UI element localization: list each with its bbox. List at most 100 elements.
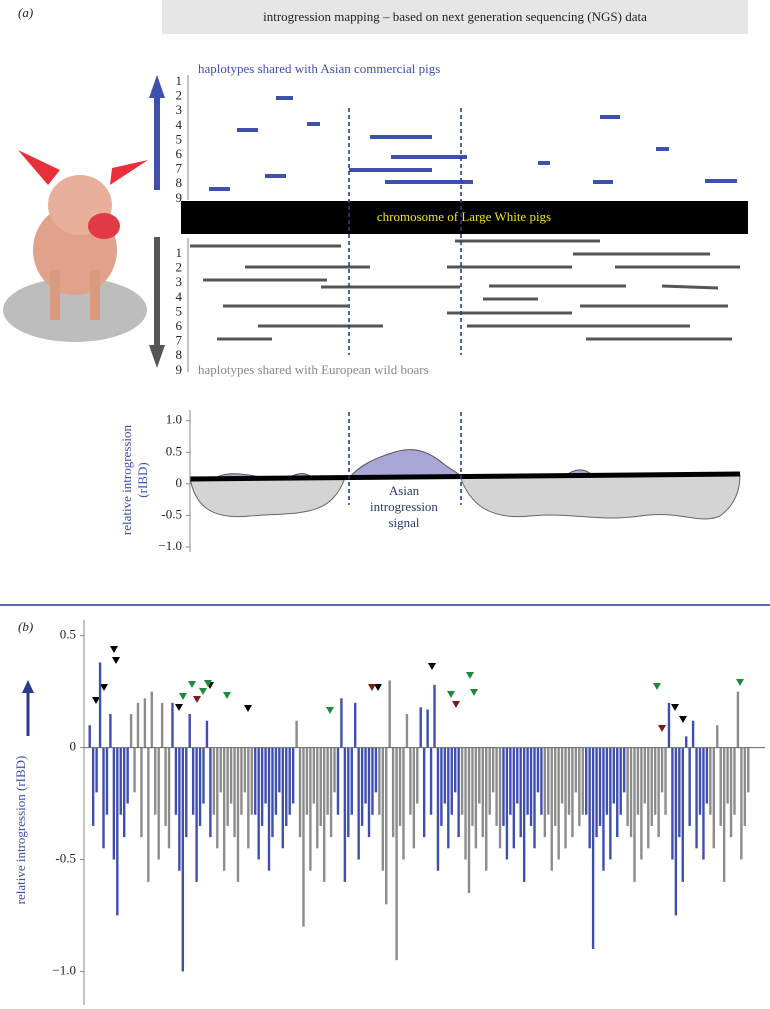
bar: [664, 747, 667, 815]
bar: [440, 747, 443, 826]
bar: [305, 747, 309, 815]
bar: [636, 747, 640, 815]
bar: [688, 747, 691, 826]
bar: [126, 747, 129, 804]
bar: [619, 747, 622, 815]
bar: [381, 747, 384, 871]
bar: [98, 662, 102, 748]
bar: [622, 747, 626, 793]
bar: [402, 747, 405, 860]
bar: [450, 747, 453, 815]
bar: [702, 747, 705, 860]
bar: [257, 747, 260, 860]
bar: [571, 747, 574, 838]
bar: [274, 747, 278, 815]
bar: [660, 747, 664, 793]
up-arrow: [22, 680, 34, 736]
bar: [195, 747, 198, 882]
marker: [447, 691, 455, 698]
bar: [585, 747, 588, 815]
bar: [109, 714, 112, 748]
bar: [691, 720, 695, 748]
bar: [478, 747, 481, 804]
bar: [464, 747, 467, 860]
bar: [154, 747, 157, 815]
bar: [160, 702, 164, 748]
up-arrow: [149, 75, 165, 190]
bar: [185, 747, 188, 838]
marker: [175, 704, 183, 711]
bar: [643, 747, 647, 804]
bar: [605, 747, 609, 815]
bar: [181, 747, 185, 972]
bar: [143, 698, 147, 748]
row-label: 3: [176, 102, 183, 117]
banner-bg: [162, 0, 748, 34]
bar: [243, 747, 247, 793]
bar: [695, 747, 698, 849]
marker: [653, 683, 661, 690]
bar: [278, 747, 281, 793]
baseline: [189, 471, 741, 482]
bar: [633, 747, 636, 882]
bar: [667, 702, 671, 748]
row-label: 1: [176, 73, 183, 88]
bar: [302, 747, 305, 927]
row-label: 4: [176, 117, 183, 132]
marker: [374, 684, 382, 691]
bar: [222, 747, 226, 871]
down-arrow: [149, 237, 165, 368]
row-label: 5: [176, 303, 183, 318]
bar: [471, 747, 474, 826]
bar: [609, 747, 612, 860]
bar: [229, 747, 233, 804]
asian-label: haplotypes shared with Asian commercial …: [198, 61, 440, 76]
bar: [288, 747, 291, 815]
bar: [498, 747, 502, 849]
bar: [105, 747, 109, 815]
positive-area: [347, 449, 463, 479]
bar: [291, 747, 295, 804]
bar: [429, 747, 433, 815]
bar: [136, 702, 140, 748]
bar: [533, 747, 536, 849]
bar: [747, 747, 750, 793]
bar: [264, 747, 267, 804]
bar: [698, 747, 702, 815]
bar: [743, 747, 747, 826]
marker: [110, 646, 118, 653]
bar: [422, 747, 426, 838]
row-label: 5: [176, 131, 183, 146]
bar: [519, 747, 522, 838]
bar: [250, 747, 253, 815]
row-label: 4: [176, 289, 183, 304]
bar: [378, 747, 381, 815]
bar: [626, 747, 629, 826]
bar: [271, 747, 274, 838]
bar: [705, 747, 709, 804]
bar: [460, 747, 464, 815]
bar: [526, 747, 529, 815]
bar: [591, 747, 595, 950]
bar: [405, 714, 409, 748]
bar: [343, 747, 347, 882]
y-axis-label: (rIBD): [135, 462, 150, 497]
marker: [223, 692, 231, 699]
bar: [133, 747, 136, 793]
bar: [467, 747, 471, 894]
bar: [419, 707, 422, 748]
bar: [505, 747, 509, 860]
bar: [485, 747, 488, 871]
marker: [244, 705, 252, 712]
marker: [100, 684, 108, 691]
bar: [598, 747, 602, 826]
bar: [726, 747, 729, 804]
panel-label: (b): [18, 619, 33, 634]
bar: [722, 747, 726, 882]
bar: [298, 747, 302, 838]
marker: [428, 663, 436, 670]
bar: [209, 747, 212, 838]
marker: [671, 704, 679, 711]
bar: [416, 747, 419, 804]
y-tick-label: 0.5: [166, 443, 182, 458]
